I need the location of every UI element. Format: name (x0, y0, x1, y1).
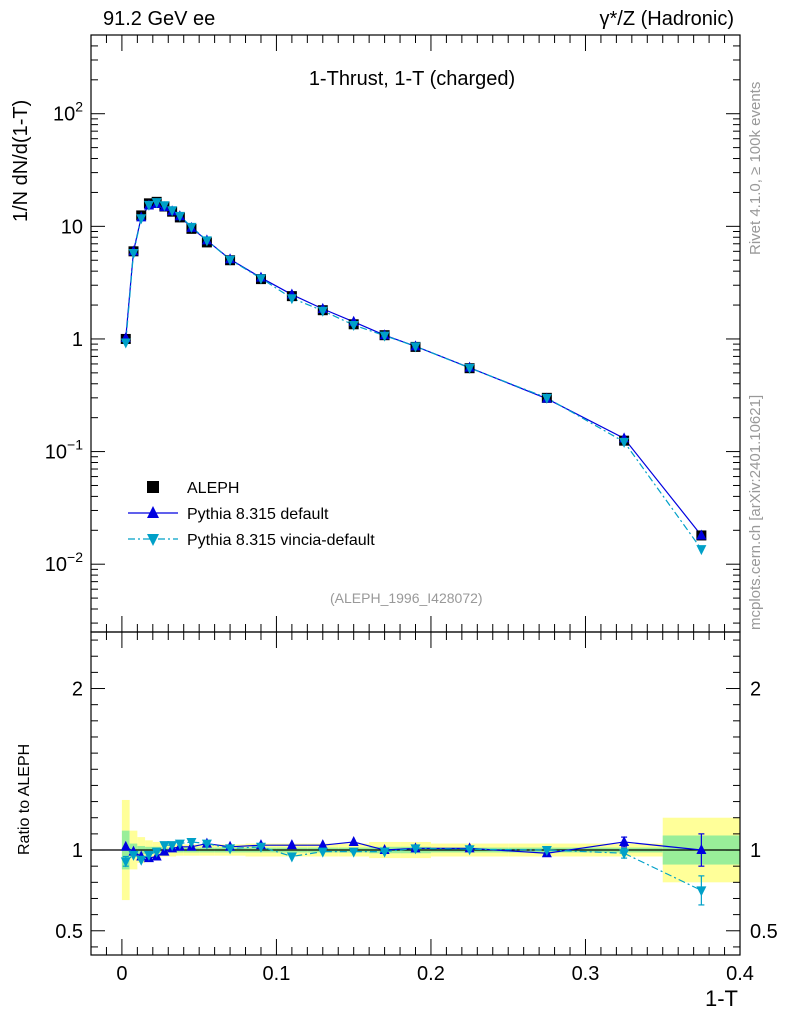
y-tick-label-main: 1 (72, 329, 83, 351)
ratio-point-0-14 (348, 835, 359, 846)
ratio-point-1-15 (379, 847, 390, 858)
ratio-point-1-8 (186, 837, 197, 848)
ratio-point-1-3 (143, 850, 154, 861)
data-point-2-20 (696, 545, 707, 556)
legend-marker-0 (147, 481, 159, 493)
data-point-2-14 (348, 321, 359, 332)
ratio-point-0-13 (317, 839, 328, 850)
data-point-2-4 (151, 198, 162, 209)
ratio-point-0-0 (120, 840, 131, 851)
x-tick-label: 0.2 (417, 963, 445, 985)
y-axis-label-ratio: Ratio to ALEPH (16, 743, 33, 855)
ratio-point-0-20 (696, 844, 707, 855)
series-line-2 (125, 201, 702, 550)
legend-marker-1 (147, 506, 159, 518)
data-point-2-5 (159, 201, 170, 212)
data-point-2-7 (174, 211, 185, 222)
y-tick-label-ratio-right: 0.5 (750, 921, 778, 943)
ratio-point-1-20 (696, 886, 707, 897)
ratio-frame (90, 631, 741, 956)
y-tick-label-main: 10−1 (45, 437, 83, 464)
data-point-2-16 (410, 342, 421, 353)
data-point-2-10 (225, 255, 236, 266)
main-panel (120, 196, 707, 556)
x-tick-label: 0.1 (263, 963, 291, 985)
data-point-2-18 (541, 393, 552, 404)
x-tick-label: 0.3 (572, 963, 600, 985)
y-tick-label-main: 102 (53, 99, 83, 126)
data-point-1-20 (696, 529, 707, 540)
ratio-point-1-2 (136, 855, 147, 866)
y-tick-label-main: 10 (61, 216, 83, 238)
ratio-point-1-0 (120, 857, 131, 868)
ratio-point-1-13 (317, 847, 328, 858)
data-point-2-12 (286, 294, 297, 305)
header-left: 91.2 GeV ee (103, 8, 216, 30)
data-point-2-15 (379, 331, 390, 342)
analysis-label: (ALEPH_1996_I428072) (330, 590, 483, 606)
ratio-point-1-7 (174, 839, 185, 850)
ratio-point-1-9 (201, 839, 212, 850)
ratio-point-1-11 (255, 842, 266, 853)
ratio-point-1-17 (464, 845, 475, 856)
ratio-point-1-12 (286, 852, 297, 863)
data-point-2-13 (317, 306, 328, 317)
side-text-top: Rivet 4.1.0, ≥ 100k events (747, 81, 764, 255)
ratio-panel (91, 833, 740, 906)
legend-label-2: Pythia 8.315 vincia-default (187, 532, 375, 549)
y-tick-label-ratio: 1 (72, 840, 83, 862)
axes: 10−2 10−1 1 10 102 0.5 0.5 1 1 2 2 0 0.1 0.2 0.3 0.4 (45, 34, 778, 985)
data-point-2-8 (186, 222, 197, 233)
legend-marker-2 (147, 534, 159, 546)
ratio-point-1-5 (159, 841, 170, 852)
data-point-2-9 (201, 236, 212, 247)
ratio-point-1-18 (541, 846, 552, 857)
legend-label-0: ALEPH (187, 480, 239, 497)
y-tick-label-ratio-right: 1 (750, 840, 761, 862)
x-tick-label: 0 (116, 963, 127, 985)
ratio-point-0-12 (286, 839, 297, 850)
data-point-2-3 (143, 200, 154, 211)
x-axis-label: 1-T (705, 986, 738, 1011)
header-right: γ*/Z (Hadronic) (599, 8, 734, 30)
y-tick-label-ratio: 2 (72, 679, 83, 701)
y-tick-label-main: 10−2 (45, 549, 83, 576)
ratio-point-1-19 (619, 849, 630, 860)
ratio-point-1-10 (225, 844, 236, 855)
data-point-2-19 (619, 437, 630, 448)
y-tick-label-ratio: 0.5 (55, 921, 83, 943)
plot-title: 1-Thrust, 1-T (charged) (308, 68, 516, 90)
data-point-2-6 (167, 206, 178, 217)
ratio-point-0-19 (619, 835, 630, 846)
data-point-2-17 (464, 363, 475, 374)
side-text-bottom: mcplots.cern.ch [arXiv:2401.10621] (747, 394, 764, 630)
data-point-2-2 (136, 214, 147, 225)
data-point-2-11 (255, 274, 266, 285)
ratio-point-1-6 (167, 841, 178, 852)
ratio-point-1-16 (410, 844, 421, 855)
ratio-point-1-14 (348, 847, 359, 858)
data-point-2-1 (128, 248, 139, 259)
ratio-point-1-4 (151, 847, 162, 858)
legend-label-1: Pythia 8.315 default (187, 506, 329, 523)
data-point-2-0 (120, 338, 131, 349)
y-tick-label-ratio-right: 2 (750, 679, 761, 701)
legend: ALEPH Pythia 8.315 default Pythia 8.315 vi… (128, 480, 375, 549)
y-axis-label-main: 1/N dN/d(1-T) (10, 99, 32, 222)
ratio-point-1-1 (128, 850, 139, 861)
x-tick-label: 0.4 (726, 963, 754, 985)
